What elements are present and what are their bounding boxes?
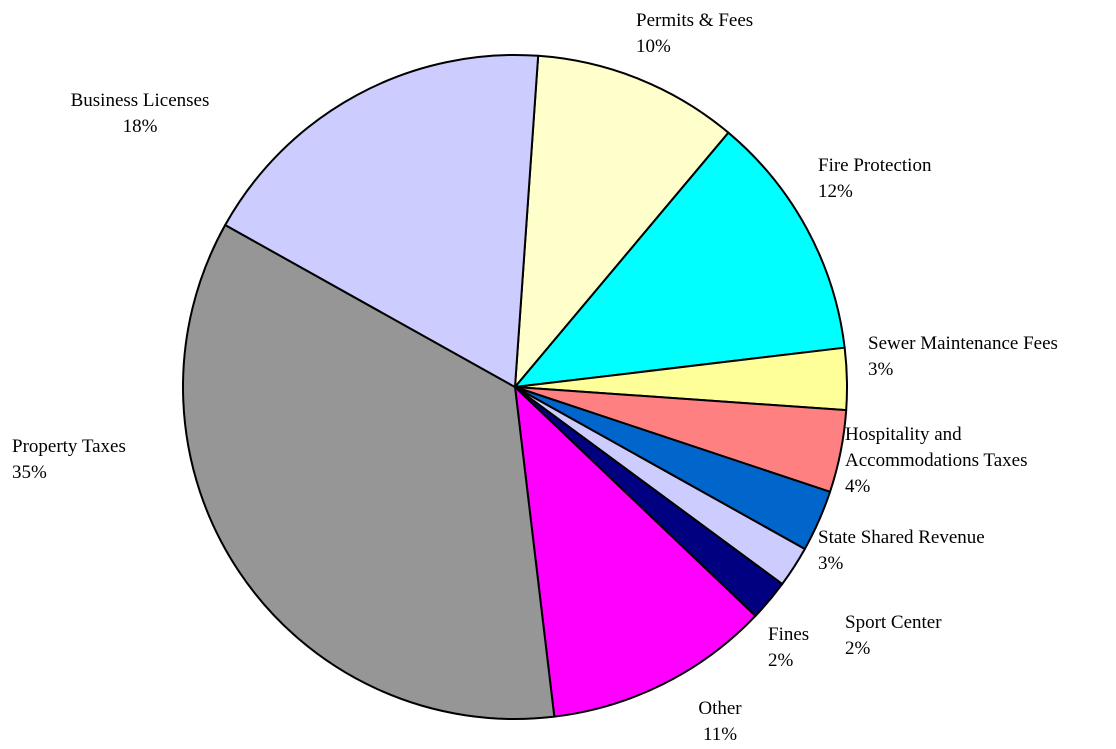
- slice-percent: 2%: [845, 638, 871, 659]
- slice-name: State Shared Revenue: [818, 527, 985, 548]
- slice-label: Sewer Maintenance Fees 3%: [868, 331, 1116, 383]
- slice-name: Sport Center: [845, 612, 942, 633]
- slice-label: Property Taxes 35%: [12, 434, 212, 486]
- slice-label: Other 11%: [620, 696, 820, 748]
- slice-name: Business Licenses: [70, 90, 210, 111]
- slice-label: Fines 2%: [768, 622, 868, 674]
- slice-percent: 3%: [868, 359, 894, 380]
- slice-name: Fire Protection: [818, 155, 932, 176]
- pie-slice: [224, 54, 540, 388]
- pie-slice: [182, 224, 556, 720]
- slice-label: Fire Protection 12%: [818, 153, 1058, 205]
- slice-name: Other: [698, 698, 742, 719]
- slice-name: Property Taxes: [12, 436, 126, 457]
- slice-percent: 11%: [702, 724, 738, 745]
- slice-label: Hospitality and Accommodations Taxes 4%: [845, 422, 1095, 500]
- slice-name: Permits & Fees: [636, 10, 754, 31]
- pie-slice: [514, 386, 757, 718]
- slice-percent: 12%: [818, 181, 853, 202]
- slice-percent: 35%: [12, 462, 47, 483]
- slice-name: Hospitality and Accommodations Taxes: [845, 424, 1028, 471]
- slice-percent: 18%: [122, 116, 158, 137]
- slice-label: Sport Center 2%: [845, 610, 1045, 662]
- slice-label: State Shared Revenue 3%: [818, 525, 1078, 577]
- slice-name: Fines: [768, 624, 810, 645]
- slice-percent: 3%: [818, 553, 844, 574]
- slice-label: Business Licenses 18%: [40, 88, 240, 140]
- slice-percent: 4%: [845, 476, 871, 497]
- slice-label: Permits & Fees 10%: [636, 8, 876, 60]
- pie-slice: [514, 54, 730, 388]
- slice-percent: 10%: [636, 36, 671, 57]
- slice-percent: 2%: [768, 650, 794, 671]
- slice-name: Sewer Maintenance Fees: [868, 333, 1058, 354]
- pie-slice: [514, 131, 846, 388]
